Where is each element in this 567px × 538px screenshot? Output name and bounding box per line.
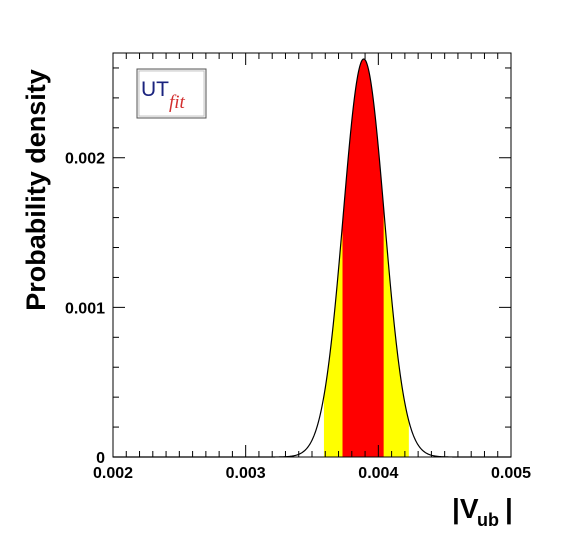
x-axis-title-sub: ub	[477, 510, 499, 530]
y-axis: 0 0.001 0.002	[65, 67, 511, 467]
x-tick-label: 0.003	[226, 465, 266, 482]
y-axis-title: Probability density	[21, 69, 51, 311]
x-tick-label: 0.004	[358, 465, 398, 482]
y-tick-label: 0.002	[65, 151, 105, 168]
x-axis-title: |V ub |	[452, 493, 513, 530]
band-68-area	[342, 58, 384, 458]
x-axis-title-close: |	[505, 493, 513, 524]
x-axis-title-main: |V	[452, 493, 479, 524]
y-tick-label: 0	[96, 450, 105, 467]
logo-text-ut: UT	[141, 78, 169, 101]
x-tick-label: 0.002	[93, 465, 133, 482]
x-tick-label: 0.005	[491, 465, 531, 482]
logo-text-fit: fit	[169, 92, 186, 113]
y-tick-label: 0.001	[65, 300, 105, 317]
band-68-region	[342, 58, 384, 458]
x-axis: 0.002 0.003 0.004 0.005	[93, 53, 531, 482]
utfit-logo: UT fit	[136, 68, 207, 119]
density-curve	[113, 58, 511, 458]
